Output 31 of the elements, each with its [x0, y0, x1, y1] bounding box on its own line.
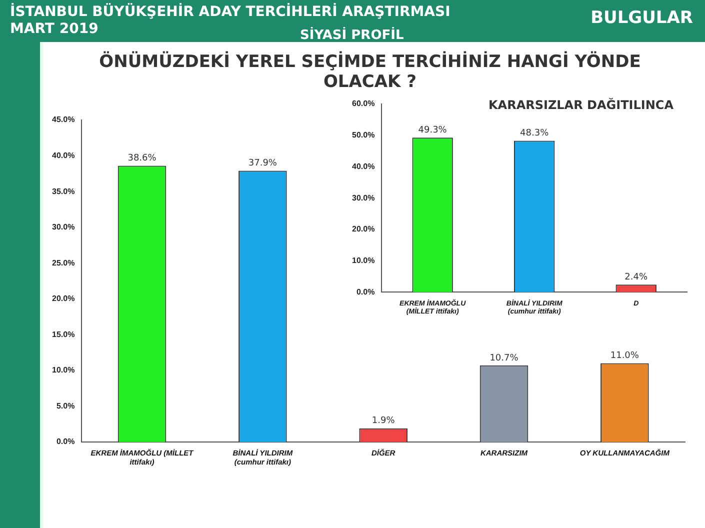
y-tick-label: 10.0%: [352, 256, 375, 266]
text: MART 2019: [10, 21, 98, 37]
y-tick-label: 20.0%: [352, 224, 375, 234]
y-tick-label: 10.0%: [52, 366, 75, 375]
data-label: 38.6%: [128, 154, 157, 164]
data-label: 2.4%: [624, 272, 648, 283]
y-tick-label: 35.0%: [52, 186, 75, 196]
data-label: 49.3%: [418, 125, 448, 136]
y-tick-label: 15.0%: [52, 330, 75, 339]
y-tick-label: 0.0%: [356, 287, 375, 296]
data-label: 11.0%: [610, 351, 640, 362]
text: SİYASİ PROFİL: [300, 28, 404, 43]
chart-title: KARARSIZLAR DAĞITILINCA: [488, 98, 674, 112]
y-tick-label: 50.0%: [352, 130, 375, 140]
y-tick-label: 20.0%: [52, 294, 75, 304]
y-tick-label: 60.0%: [352, 99, 375, 108]
data-label: 10.7%: [490, 353, 519, 364]
y-tick-label: 30.0%: [352, 193, 375, 202]
text: İSTANBUL BÜYÜKŞEHİR ADAY TERCİHLERİ ARAŞTIRMASI: [10, 4, 450, 20]
y-tick-label: 40.0%: [52, 150, 75, 160]
y-tick-label: 5.0%: [56, 401, 75, 410]
data-label: 37.9%: [248, 158, 278, 169]
y-tick-label: 45.0%: [52, 115, 75, 124]
text: BULGULAR: [590, 8, 693, 28]
data-label: 1.9%: [372, 416, 396, 426]
chart-title: ÖNÜMÜZDEKİ YEREL SEÇİMDE TERCİHİNİZ HANGİ YÖNDE OLACAK ?: [98, 52, 642, 92]
y-tick-label: 30.0%: [52, 222, 75, 232]
y-tick-label: 40.0%: [352, 162, 375, 171]
data-label: 48.3%: [520, 128, 550, 139]
y-tick-label: 0.0%: [56, 437, 75, 446]
y-tick-label: 25.0%: [52, 258, 75, 268]
